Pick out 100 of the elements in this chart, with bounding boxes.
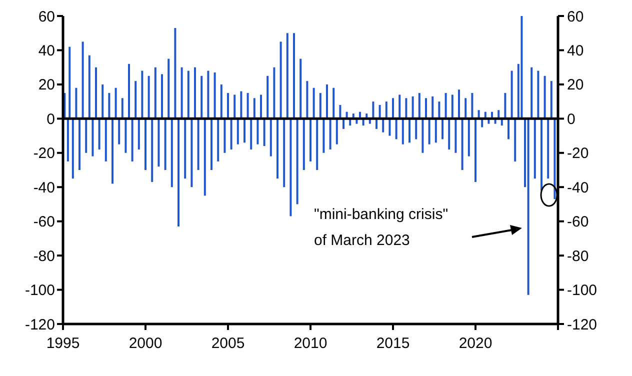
- y-tick-label: -80: [33, 248, 55, 265]
- bar: [240, 91, 242, 119]
- bar: [144, 118, 146, 170]
- bar: [527, 118, 530, 295]
- x-tick-label: 1995: [46, 335, 80, 352]
- bar: [118, 118, 120, 144]
- y2-tick-label: -60: [567, 214, 589, 231]
- bar: [520, 16, 523, 119]
- bar: [164, 118, 166, 170]
- bar: [158, 118, 160, 167]
- bar: [448, 118, 450, 150]
- bar: [405, 98, 408, 119]
- bar: [230, 118, 232, 150]
- bar: [322, 118, 325, 153]
- bar: [168, 58, 170, 119]
- bar: [85, 118, 88, 153]
- bar: [372, 102, 374, 119]
- bar: [428, 118, 430, 144]
- bar: [537, 70, 540, 119]
- bar: [134, 81, 137, 119]
- bar: [112, 118, 114, 184]
- y-tick-label: 20: [38, 76, 55, 94]
- y-tick-label: -100: [24, 282, 55, 300]
- x-tick-label: 2020: [458, 335, 492, 352]
- y2-tick-label: 20: [567, 76, 584, 94]
- bar: [398, 94, 401, 119]
- bar: [395, 118, 398, 140]
- bar: [408, 118, 410, 143]
- y2-tick-label: -40: [567, 179, 589, 196]
- bar: [75, 88, 78, 119]
- bar: [378, 104, 381, 119]
- bar: [326, 84, 328, 119]
- y-tick-label: 40: [38, 42, 55, 60]
- bar: [547, 118, 550, 179]
- bar: [504, 93, 506, 119]
- bar: [332, 88, 335, 119]
- bar: [128, 64, 130, 119]
- bar: [178, 118, 180, 226]
- bar: [293, 33, 295, 119]
- bar: [92, 118, 94, 156]
- bar: [138, 118, 140, 150]
- bar: [68, 46, 71, 119]
- bar: [114, 88, 117, 119]
- bar: [200, 76, 203, 119]
- bar: [151, 118, 154, 182]
- bar: [102, 84, 104, 119]
- bar: [260, 94, 262, 119]
- bar: [194, 67, 196, 119]
- bar: [425, 98, 427, 119]
- bar: [316, 118, 318, 170]
- y-tick-label: 0: [46, 110, 55, 128]
- bar: [270, 118, 272, 156]
- bar: [224, 118, 226, 153]
- bar: [336, 118, 338, 144]
- bar: [131, 118, 134, 162]
- bar: [300, 58, 302, 119]
- bar: [385, 102, 388, 119]
- bar: [508, 118, 510, 140]
- bar: [464, 98, 467, 119]
- bar: [474, 118, 476, 182]
- bar: [207, 70, 210, 119]
- bar: [210, 118, 212, 170]
- bar: [121, 98, 124, 119]
- bar: [184, 118, 186, 179]
- bar: [540, 118, 542, 191]
- bar: [290, 118, 292, 216]
- y2-tick-label: -100: [567, 282, 598, 300]
- bar: [82, 42, 84, 119]
- bar: [312, 88, 315, 119]
- bar: [72, 118, 74, 179]
- bar: [161, 74, 163, 119]
- x-tick-label: 2005: [211, 335, 245, 352]
- bar: [197, 118, 200, 170]
- bar: [432, 96, 434, 119]
- y-tick-label: -120: [24, 316, 55, 334]
- bar: [283, 118, 286, 188]
- y2-tick-label: -80: [567, 248, 589, 265]
- bar: [392, 98, 394, 119]
- bar: [280, 42, 282, 119]
- bar: [444, 93, 447, 119]
- y2-tick-label: -120: [567, 316, 598, 334]
- annotation: "mini-banking crisis" of March 2023: [314, 206, 448, 249]
- bar: [310, 118, 312, 162]
- bar: [286, 33, 288, 119]
- bar: [339, 104, 342, 119]
- bar: [124, 118, 127, 153]
- bar: [148, 76, 150, 119]
- bar: [302, 118, 305, 170]
- bar: [214, 72, 216, 119]
- bar: [329, 118, 332, 150]
- bar: [170, 118, 173, 188]
- bar: [236, 118, 239, 144]
- bar: [217, 118, 220, 162]
- bar: [66, 118, 69, 162]
- bar: [306, 81, 308, 119]
- bar: [534, 118, 536, 179]
- bar: [78, 118, 80, 170]
- bar: [458, 90, 460, 119]
- bar: [442, 118, 444, 140]
- bar: [544, 76, 546, 119]
